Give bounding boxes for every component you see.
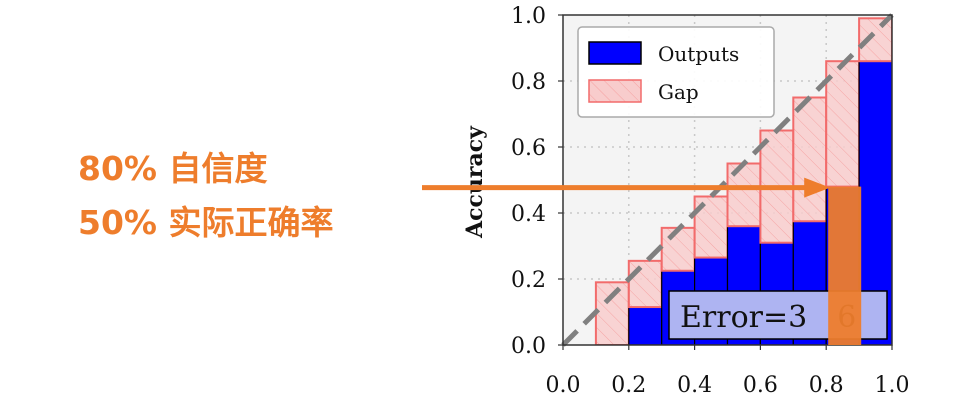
x-tick-label: 0.8 <box>809 373 844 398</box>
outputs-bar <box>628 306 663 345</box>
y-tick-label: 0.2 <box>511 268 546 293</box>
y-tick-label: 0.6 <box>511 136 546 161</box>
x-tick-label: 1.0 <box>875 373 910 398</box>
x-tick-label: 0.0 <box>546 373 581 398</box>
legend-label-outputs: Outputs <box>658 42 739 66</box>
y-axis-label: Accuracy <box>462 125 488 239</box>
highlight-bar <box>828 186 862 345</box>
y-tick-label: 1.0 <box>511 4 546 29</box>
legend-swatch-outputs <box>588 41 642 65</box>
gap-bar-hatch <box>595 282 629 345</box>
y-tick-label: 0.8 <box>511 70 546 95</box>
annotation-line-2: 50% 实际正确率 <box>78 203 333 242</box>
legend-swatch-gap-hatch <box>589 80 641 102</box>
gap-bar-hatch <box>628 260 662 308</box>
x-tick-label: 0.4 <box>677 373 712 398</box>
perfect-calibration-line <box>561 13 894 347</box>
annotation-line-1: 80% 自信度 <box>78 149 267 188</box>
legend: Outputs Gap <box>577 26 775 118</box>
y-tick-label: 0.4 <box>511 202 546 227</box>
annotation-arrow-head <box>804 177 831 198</box>
x-tick-label: 0.2 <box>611 373 646 398</box>
y-tick-label: 0.0 <box>511 334 546 359</box>
plot-frame <box>562 14 893 346</box>
gap-bar-hatch <box>793 97 827 222</box>
gap-bar-hatch <box>661 227 695 271</box>
gap-bar-hatch <box>826 61 860 187</box>
y-axis-ticks: 0.0 0.2 0.4 0.6 0.8 1.0 <box>511 4 563 359</box>
legend-label-gap: Gap <box>658 80 699 104</box>
x-tick-label: 0.6 <box>743 373 778 398</box>
x-axis-ticks: 0.0 0.2 0.4 0.6 0.8 1.0 <box>546 345 910 398</box>
